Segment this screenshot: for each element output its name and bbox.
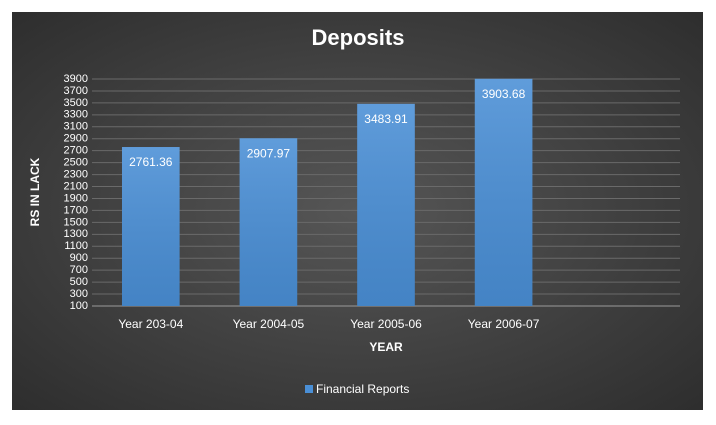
y-tick-label: 900 <box>70 252 88 264</box>
legend-swatch <box>305 385 313 393</box>
y-tick-label: 3300 <box>64 109 88 121</box>
y-tick-label: 3900 <box>64 73 88 85</box>
y-tick-label: 1300 <box>64 228 88 240</box>
data-label: 3483.91 <box>364 112 408 126</box>
y-tick-label: 700 <box>70 264 88 276</box>
y-tick-label: 2900 <box>64 133 88 145</box>
y-tick-label: 3500 <box>64 97 88 109</box>
y-tick-label: 2500 <box>64 157 88 169</box>
y-tick-label: 500 <box>70 276 88 288</box>
bar-shade <box>357 103 415 307</box>
y-tick-label: 2300 <box>64 168 88 180</box>
y-tick-label: 2100 <box>64 180 88 192</box>
y-tick-label: 300 <box>70 288 88 300</box>
y-tick-label: 2700 <box>64 145 88 157</box>
data-label: 2907.97 <box>247 146 291 160</box>
legend-label: Financial Reports <box>316 382 409 396</box>
y-tick-label: 1900 <box>64 192 88 204</box>
x-tick-label: Year 2004-05 <box>233 317 305 331</box>
data-label: 2761.36 <box>129 155 173 169</box>
y-tick-label: 3700 <box>64 85 88 97</box>
x-tick-label: Year 2005-06 <box>350 317 422 331</box>
x-axis-title: YEAR <box>369 340 403 354</box>
chart-title: Deposits <box>312 25 405 50</box>
data-label: 3903.68 <box>482 87 526 101</box>
bar-shade <box>239 138 298 306</box>
bar-shade <box>121 147 180 306</box>
y-tick-label: 100 <box>70 300 88 312</box>
y-tick-label: 3100 <box>64 121 88 133</box>
y-tick-label: 1700 <box>64 204 88 216</box>
y-tick-label: 1500 <box>64 216 88 228</box>
bar-shade <box>474 78 533 306</box>
x-tick-label: Year 203-04 <box>118 317 183 331</box>
y-tick-label: 1100 <box>64 240 88 252</box>
x-tick-label: Year 2006-07 <box>468 317 540 331</box>
y-axis-title: RS IN LACK <box>28 157 42 226</box>
